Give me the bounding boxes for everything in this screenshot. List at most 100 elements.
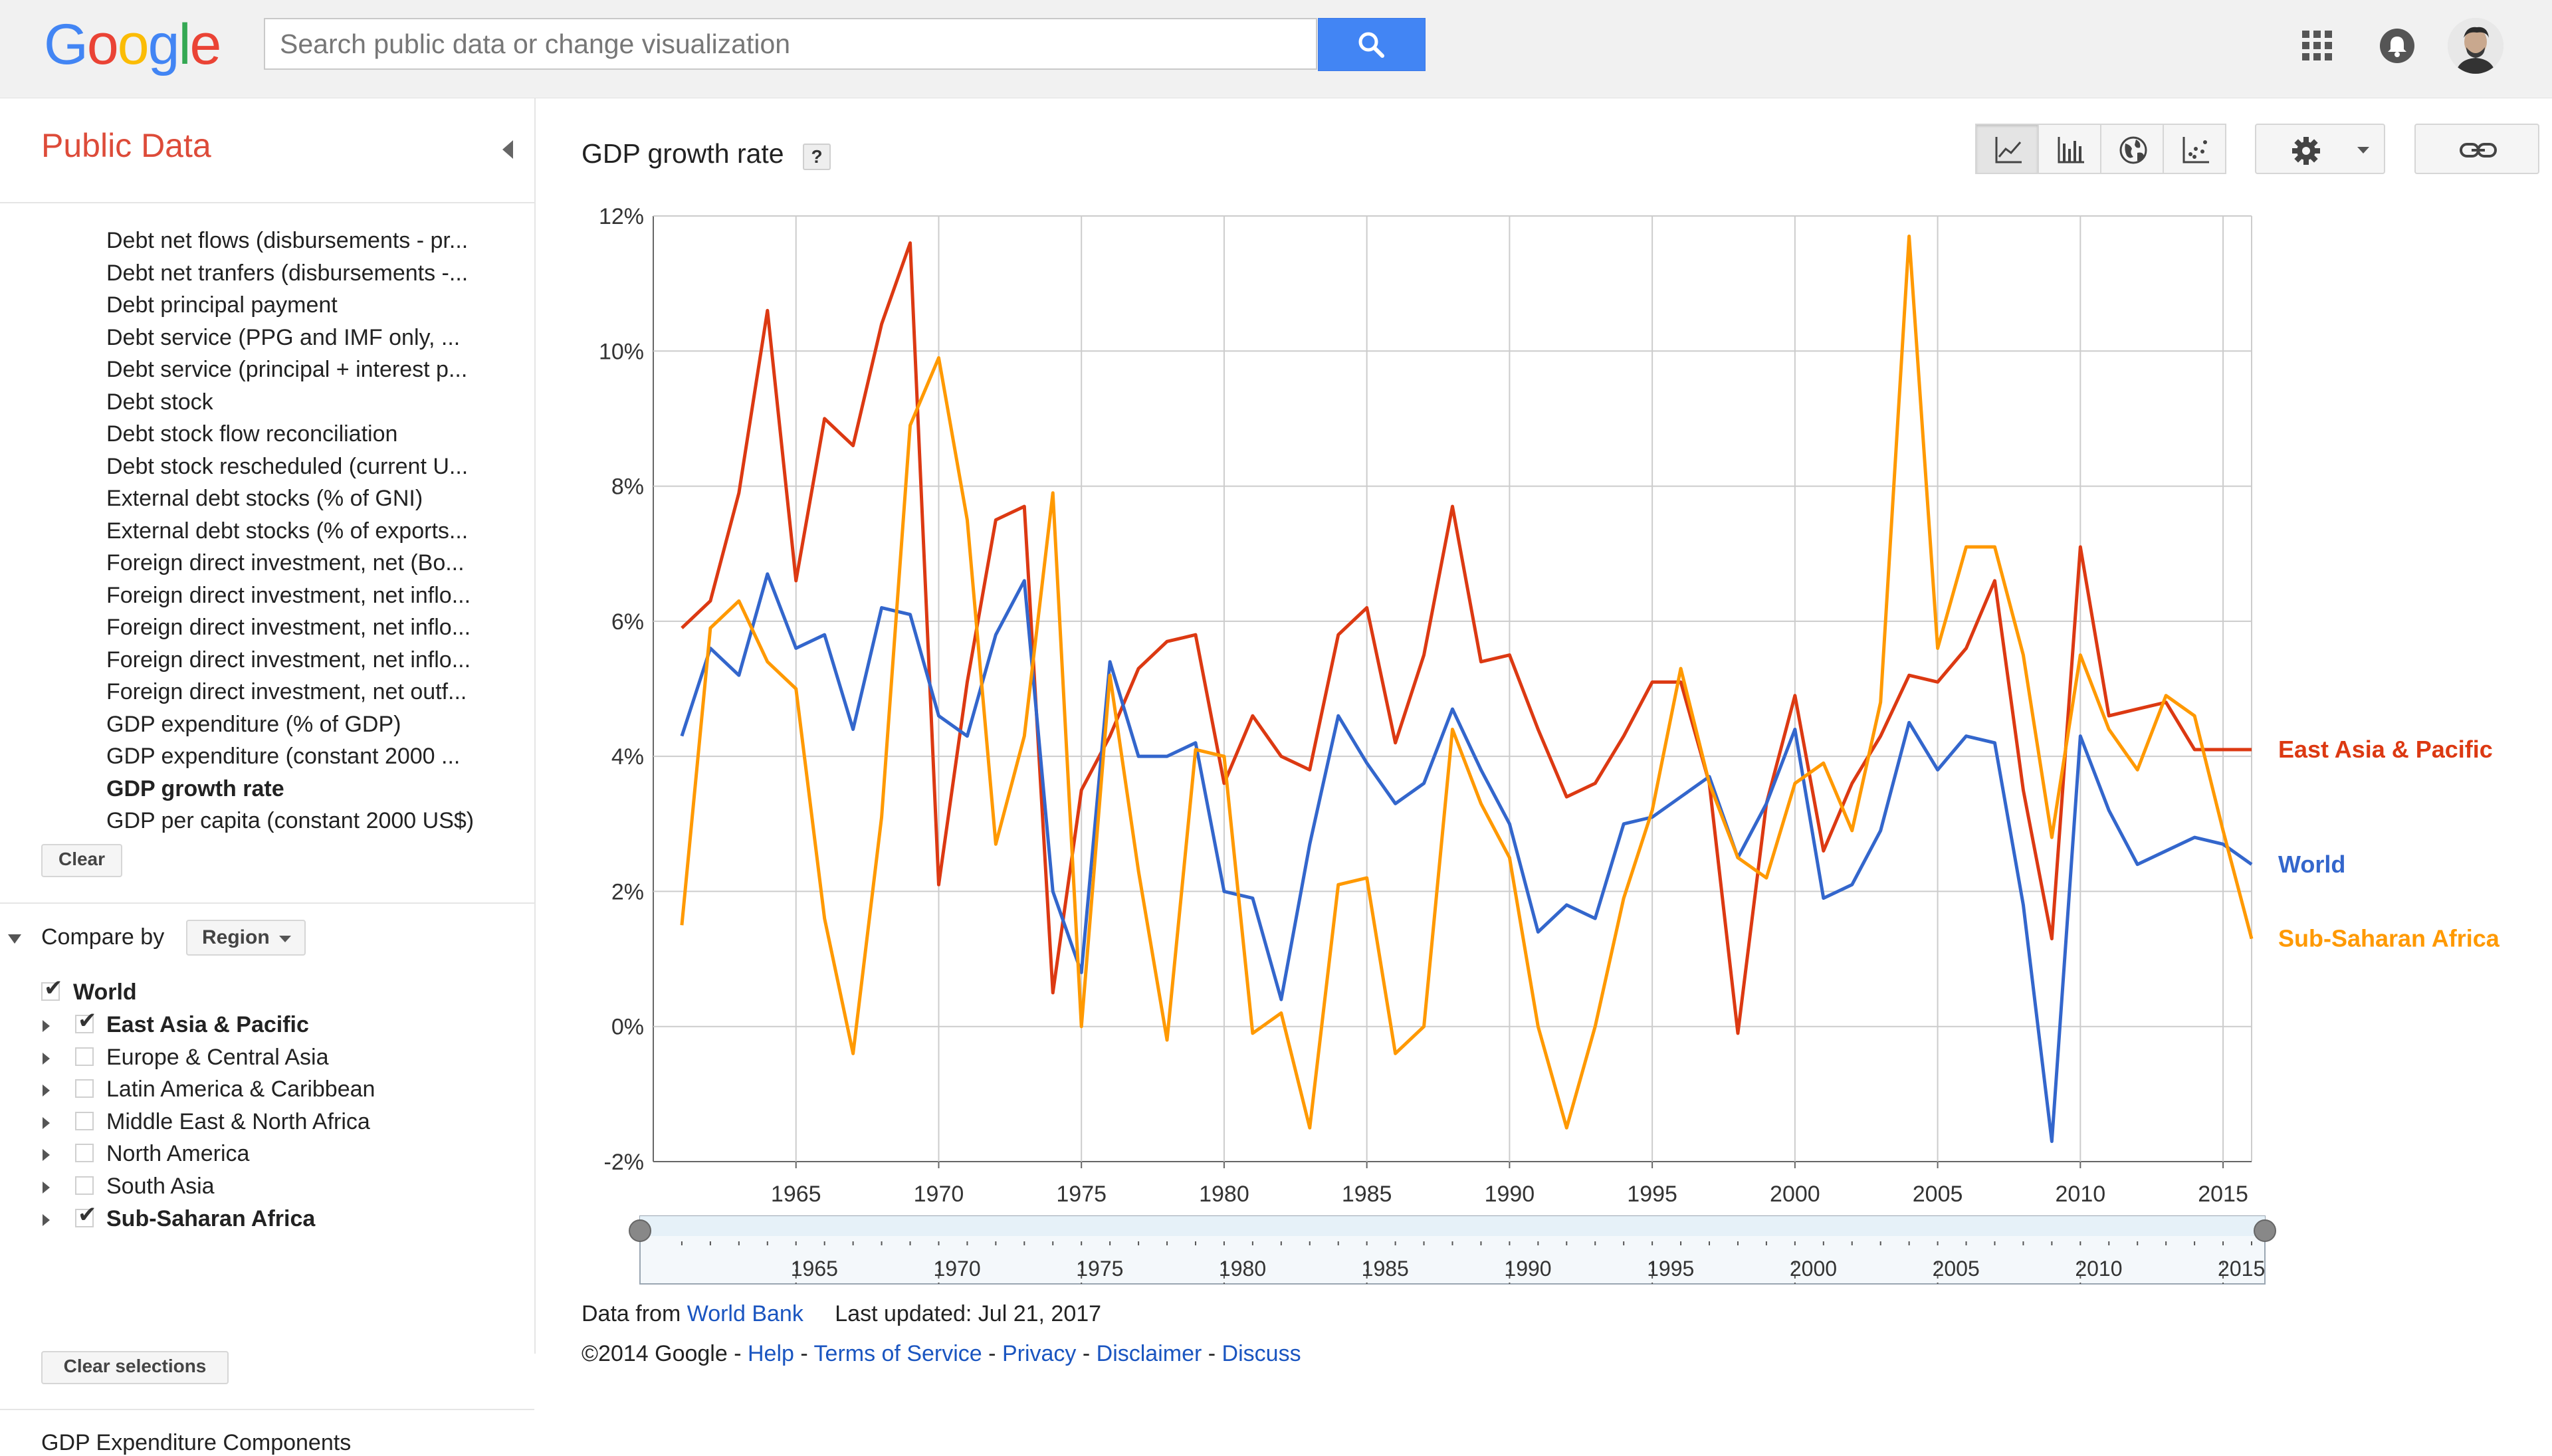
metric-item[interactable]: Foreign direct investment, net (Bo... <box>106 550 465 575</box>
expand-arrow-icon[interactable] <box>43 1116 50 1129</box>
metric-item[interactable]: GDP expenditure (constant 2000 ... <box>106 744 461 769</box>
collapse-sidebar-icon[interactable] <box>502 140 513 159</box>
series-legend-label[interactable]: East Asia & Pacific <box>2278 736 2493 763</box>
clear-button[interactable]: Clear <box>41 844 122 877</box>
region-row[interactable]: Europe & Central Asia <box>0 1042 465 1074</box>
series-legend-label[interactable]: Sub-Saharan Africa <box>2278 925 2500 952</box>
gear-icon <box>2292 137 2320 165</box>
expand-arrow-icon[interactable] <box>43 1020 50 1032</box>
footer-link-disclaimer[interactable]: Disclaimer <box>1096 1341 1202 1366</box>
region-label: Latin America & Caribbean <box>106 1077 375 1102</box>
help-button[interactable]: ? <box>803 144 831 170</box>
avatar[interactable] <box>2448 18 2503 74</box>
region-row[interactable]: ✔ World <box>0 977 465 1009</box>
next-section-heading[interactable]: GDP Expenditure Components <box>41 1430 352 1455</box>
series-line[interactable] <box>681 241 2252 1035</box>
scatter-view-button[interactable] <box>2163 124 2226 174</box>
metric-item[interactable]: Foreign direct investment, net inflo... <box>106 647 471 673</box>
notifications-icon[interactable] <box>2379 28 2415 64</box>
region-row[interactable]: ✔ Sub-Saharan Africa <box>0 1203 465 1235</box>
x-tick-label: 2015 <box>2198 1182 2248 1207</box>
collapse-arrow-icon[interactable] <box>8 934 21 944</box>
region-checkbox[interactable]: ✔ <box>75 1009 97 1033</box>
link-button[interactable] <box>2414 124 2539 174</box>
slider-tick-label: 1985 <box>1362 1257 1409 1281</box>
x-tick-label: 1970 <box>914 1182 964 1207</box>
slider-tick-label: 2005 <box>1933 1257 1980 1281</box>
compare-by-dropdown[interactable]: Region <box>186 920 306 956</box>
region-row[interactable]: South Asia <box>0 1171 465 1203</box>
region-checkbox[interactable] <box>75 1079 94 1098</box>
metric-item[interactable]: Debt service (principal + interest p... <box>106 357 468 382</box>
sidebar-title[interactable]: Public Data <box>41 127 211 164</box>
metric-item[interactable]: Debt service (PPG and IMF only, ... <box>106 324 461 350</box>
region-checkbox[interactable] <box>75 1111 94 1130</box>
region-label: East Asia & Pacific <box>106 1012 309 1037</box>
x-tick-label: 1985 <box>1342 1182 1392 1207</box>
metric-item[interactable]: Foreign direct investment, net inflo... <box>106 582 471 608</box>
series-line[interactable] <box>680 234 2254 1130</box>
y-tick-label: 8% <box>611 474 644 500</box>
divider <box>0 1409 534 1410</box>
region-row[interactable]: Latin America & Caribbean <box>0 1074 465 1106</box>
search-box[interactable] <box>264 18 1317 70</box>
search-button[interactable] <box>1318 18 1426 71</box>
expand-arrow-icon[interactable] <box>43 1052 50 1065</box>
metric-item[interactable]: External debt stocks (% of exports... <box>106 518 469 544</box>
slider-handle[interactable] <box>2254 1219 2276 1242</box>
metric-item[interactable]: GDP per capita (constant 2000 US$) <box>106 808 475 833</box>
line-chart-view-button[interactable] <box>1975 124 2039 174</box>
line-chart: -2% 0% 2% 4% 6% 8% 10% 12% 1965 1970 1975 1980 1985 1… <box>599 204 2500 1285</box>
metric-item[interactable]: External debt stocks (% of GNI) <box>106 486 423 511</box>
link-icon <box>2460 143 2497 157</box>
metric-item[interactable]: Debt stock <box>106 389 213 415</box>
slider-handle[interactable] <box>629 1219 651 1242</box>
time-slider-selection[interactable] <box>640 1216 2265 1236</box>
apps-icon[interactable] <box>2301 29 2334 62</box>
scatter-chart-icon <box>2182 137 2209 163</box>
copyright: ©2014 Google - <box>582 1341 748 1366</box>
map-view-button[interactable] <box>2100 124 2164 174</box>
logo-letter: G <box>44 13 88 76</box>
region-row[interactable]: North America <box>0 1138 465 1170</box>
region-checkbox[interactable] <box>75 1047 94 1066</box>
footer-link-privacy[interactable]: Privacy <box>1002 1341 1077 1366</box>
region-checkbox[interactable]: ✔ <box>75 1203 97 1227</box>
metric-item[interactable]: Debt principal payment <box>106 292 338 318</box>
metric-list[interactable]: Debt net flows (disbursements - pr... Deb… <box>0 225 534 929</box>
last-updated: Last updated: Jul 21, 2017 <box>835 1301 1102 1326</box>
region-row[interactable]: Middle East & North Africa <box>0 1106 465 1138</box>
footer-link-terms[interactable]: Terms of Service <box>813 1341 982 1366</box>
metric-item[interactable]: GDP expenditure (% of GDP) <box>106 711 401 737</box>
metric-item[interactable]: Debt stock rescheduled (current U... <box>106 453 469 479</box>
expand-arrow-icon[interactable] <box>43 1182 50 1194</box>
source-link[interactable]: World Bank <box>687 1301 803 1326</box>
clear-selections-button[interactable]: Clear selections <box>41 1351 229 1384</box>
region-row[interactable]: ✔ East Asia & Pacific <box>0 1009 465 1041</box>
region-checkbox[interactable] <box>75 1176 94 1195</box>
x-tick-label: 2005 <box>1913 1182 1963 1207</box>
footer-link-discuss[interactable]: Discuss <box>1222 1341 1301 1366</box>
x-tick-label: 1975 <box>1056 1182 1107 1207</box>
series-line[interactable] <box>680 572 2253 1144</box>
globe-icon <box>2119 136 2147 164</box>
expand-arrow-icon[interactable] <box>43 1085 50 1097</box>
google-logo[interactable]: Google <box>44 12 221 78</box>
metric-item[interactable]: Foreign direct investment, net inflo... <box>106 615 471 640</box>
line-chart-icon <box>1995 137 2022 163</box>
series-legend-label[interactable]: World <box>2278 851 2345 878</box>
slider-tick-label: 1980 <box>1219 1257 1266 1281</box>
metric-item[interactable]: Debt stock flow reconciliation <box>106 421 398 447</box>
settings-button[interactable] <box>2255 124 2385 174</box>
search-input[interactable] <box>265 19 1316 68</box>
metric-item[interactable]: Debt net tranfers (disbursements -... <box>106 260 469 286</box>
footer-link-help[interactable]: Help <box>748 1341 794 1366</box>
metric-item[interactable]: Foreign direct investment, net outf... <box>106 679 467 704</box>
expand-arrow-icon[interactable] <box>43 1149 50 1162</box>
region-checkbox[interactable] <box>75 1144 94 1163</box>
metric-item[interactable]: Debt net flows (disbursements - pr... <box>106 228 469 253</box>
expand-arrow-icon[interactable] <box>43 1213 50 1226</box>
bar-chart-view-button[interactable] <box>2038 124 2101 174</box>
region-checkbox[interactable]: ✔ <box>41 977 63 1001</box>
metric-item[interactable]: GDP growth rate <box>106 776 284 801</box>
